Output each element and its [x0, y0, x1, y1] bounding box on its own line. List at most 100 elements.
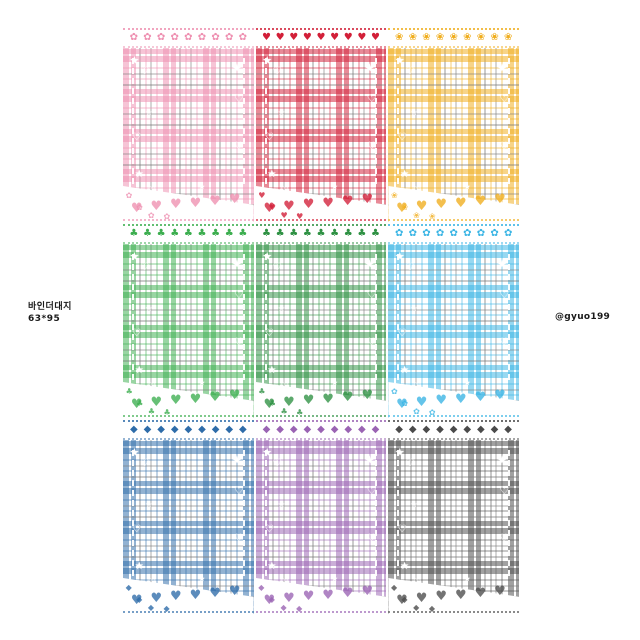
flower-icon: ✿ [156, 32, 166, 43]
flower-icon: ❀ [428, 212, 436, 221]
plaid-pattern-body: ★♡★♡☆♡♡★♡★❀❀❀❀♥♥♥♥♥♥ [388, 48, 519, 222]
clover-icon: ♣ [302, 228, 312, 239]
dashed-chain-line [264, 254, 267, 380]
star-outline-icon: ☆ [145, 499, 153, 509]
heart-icon: ♥ [357, 32, 367, 43]
gem-icon: ◆ [371, 424, 380, 435]
plaid-heart-icon: ♥ [341, 194, 354, 209]
gem-icon: ◆ [198, 424, 206, 435]
plaid-heart-icon: ♥ [263, 593, 276, 608]
gem-icon: ◆ [170, 424, 179, 435]
plaid-heart-icon: ♥ [130, 397, 143, 412]
star-outline-icon: ☆ [145, 107, 153, 117]
heart-icon: ♥ [268, 203, 276, 212]
gem-icon: ◆ [262, 424, 271, 435]
plaid-pattern-body: ★♡★♡☆♡♡★♡★◆◆◆◆♥♥♥♥♥♥ [388, 440, 519, 614]
clover-icon: ♣ [224, 228, 234, 239]
heart-outline-icon: ♡ [499, 288, 510, 302]
clover-icon: ♣ [275, 228, 285, 239]
purple-plaid-card: ◆◆◆◆◆◆◆◆◆★♡★♡☆♡♡★♡★◆◆◆◆♥♥♥♥♥♥ [255, 420, 387, 614]
gem-icon: ◆ [268, 595, 275, 604]
dashed-chain-line [375, 254, 378, 380]
gem-icon: ◆ [401, 595, 408, 604]
flower-icon: ✿ [197, 32, 207, 43]
plaid-heart-icon: ♥ [494, 192, 506, 207]
star-icon: ★ [262, 53, 273, 67]
left-watermark: 바인더대지 63*95 [28, 301, 72, 325]
heart-outline-icon: ♡ [499, 92, 510, 106]
plaid-heart-icon: ♥ [170, 589, 182, 604]
heart-icon: ♥ [280, 211, 288, 220]
plaid-heart-icon: ♥ [322, 588, 334, 603]
clover-icon: ♣ [125, 387, 133, 396]
dotted-bottom-edge [255, 219, 387, 221]
plaid-heart-icon: ♥ [150, 395, 163, 410]
heart-outline-icon: ♡ [272, 458, 282, 470]
flower-icon: ✿ [184, 32, 193, 43]
dashed-chain-line [132, 254, 135, 380]
heart-outline-icon: ♡ [366, 336, 376, 348]
heart-icon: ♥ [289, 32, 299, 43]
star-icon: ★ [464, 182, 471, 191]
dotted-bottom-edge [123, 415, 254, 417]
star-icon: ★ [331, 378, 338, 387]
flower-icon: ✿ [390, 387, 398, 396]
heart-icon: ♥ [275, 32, 285, 43]
dashed-chain-line [397, 58, 400, 184]
heart-outline-icon: ♡ [272, 262, 282, 274]
gem-icon: ◆ [296, 604, 303, 613]
plaid-heart-icon: ♥ [283, 395, 295, 410]
star-outline-icon: ☆ [410, 303, 418, 313]
plaid-pattern-body: ★♡★♡☆♡♡★♡★♥♥♥♥♥♥♥♥♥♥ [255, 48, 387, 222]
card-bottom-border: ◆ ◆ ◆ ◆ ♥ ♥ ♥ ♥ ♥ ♥ [123, 578, 254, 614]
watermark-product-name: 바인더대지 [28, 302, 72, 312]
plaid-heart-icon: ♥ [474, 194, 487, 209]
plaid-heart-icon: ♥ [494, 584, 506, 599]
gem-icon: ◆ [504, 424, 512, 435]
plaid-heart-icon: ♥ [454, 392, 467, 407]
plaid-heart-icon: ♥ [283, 199, 295, 214]
flower-icon: ❀ [503, 32, 513, 43]
forest-green-plaid-card: ♣♣♣♣♣♣♣♣♣★♡★♡☆♡♡★♡★♣♣♣♣♥♥♥♥♥♥ [255, 224, 387, 418]
plaid-heart-icon: ♥ [302, 589, 315, 604]
clover-icon: ♣ [163, 408, 171, 417]
plaid-heart-icon: ♥ [209, 390, 221, 405]
right-watermark: @gyuo199 [555, 312, 610, 322]
star-icon: ★ [198, 378, 206, 387]
clover-icon: ♣ [316, 228, 326, 239]
gem-icon: ◆ [184, 424, 193, 435]
gem-icon: ◆ [303, 424, 312, 435]
plaid-heart-icon: ♥ [189, 588, 202, 603]
heart-icon: ♥ [302, 32, 312, 43]
plaid-heart-icon: ♥ [228, 584, 241, 599]
heart-outline-icon: ♡ [499, 484, 510, 498]
gem-icon: ◆ [258, 583, 265, 592]
flower-icon: ✿ [476, 228, 486, 239]
plaid-heart-icon: ♥ [189, 196, 202, 211]
heart-outline-icon: ♡ [132, 524, 142, 536]
flower-icon: ✿ [401, 399, 409, 408]
plaid-heart-icon: ♥ [263, 201, 276, 216]
plaid-heart-icon: ♥ [228, 388, 241, 403]
heart-outline-icon: ♡ [234, 532, 244, 544]
clover-icon: ♣ [370, 228, 380, 239]
flower-icon: ✿ [428, 408, 436, 417]
star-icon: ★ [134, 364, 144, 376]
clover-icon: ♣ [238, 228, 248, 239]
star-icon: ★ [262, 249, 273, 263]
dotted-bottom-edge [255, 415, 387, 417]
heart-outline-icon: ♡ [139, 262, 149, 274]
sky-blue-plaid-card: ✿✿✿✿✿✿✿✿✿★♡★♡☆♡♡★♡★✿✿✿✿♥♥♥♥♥♥ [388, 224, 519, 418]
clover-icon: ♣ [147, 407, 155, 416]
card-top-border: ✿ ✿ ✿ ✿ ✿ ✿ ✿ ✿ ✿ [388, 224, 519, 244]
gem-icon: ◆ [163, 604, 170, 613]
plaid-pattern-body: ★♡★♡☆♡♡★♡★◆◆◆◆♥♥♥♥♥♥ [255, 440, 387, 614]
plaid-heart-icon: ♥ [361, 192, 374, 207]
gem-icon: ◆ [225, 424, 234, 435]
plaid-heart-icon: ♥ [150, 199, 163, 214]
dashed-chain-line [242, 254, 245, 380]
card-top-border: ◆ ◆ ◆ ◆ ◆ ◆ ◆ ◆ ◆ [123, 420, 254, 440]
clover-icon: ♣ [156, 228, 166, 239]
dashed-chain-line [507, 254, 510, 380]
plaid-heart-icon: ♥ [130, 593, 143, 608]
